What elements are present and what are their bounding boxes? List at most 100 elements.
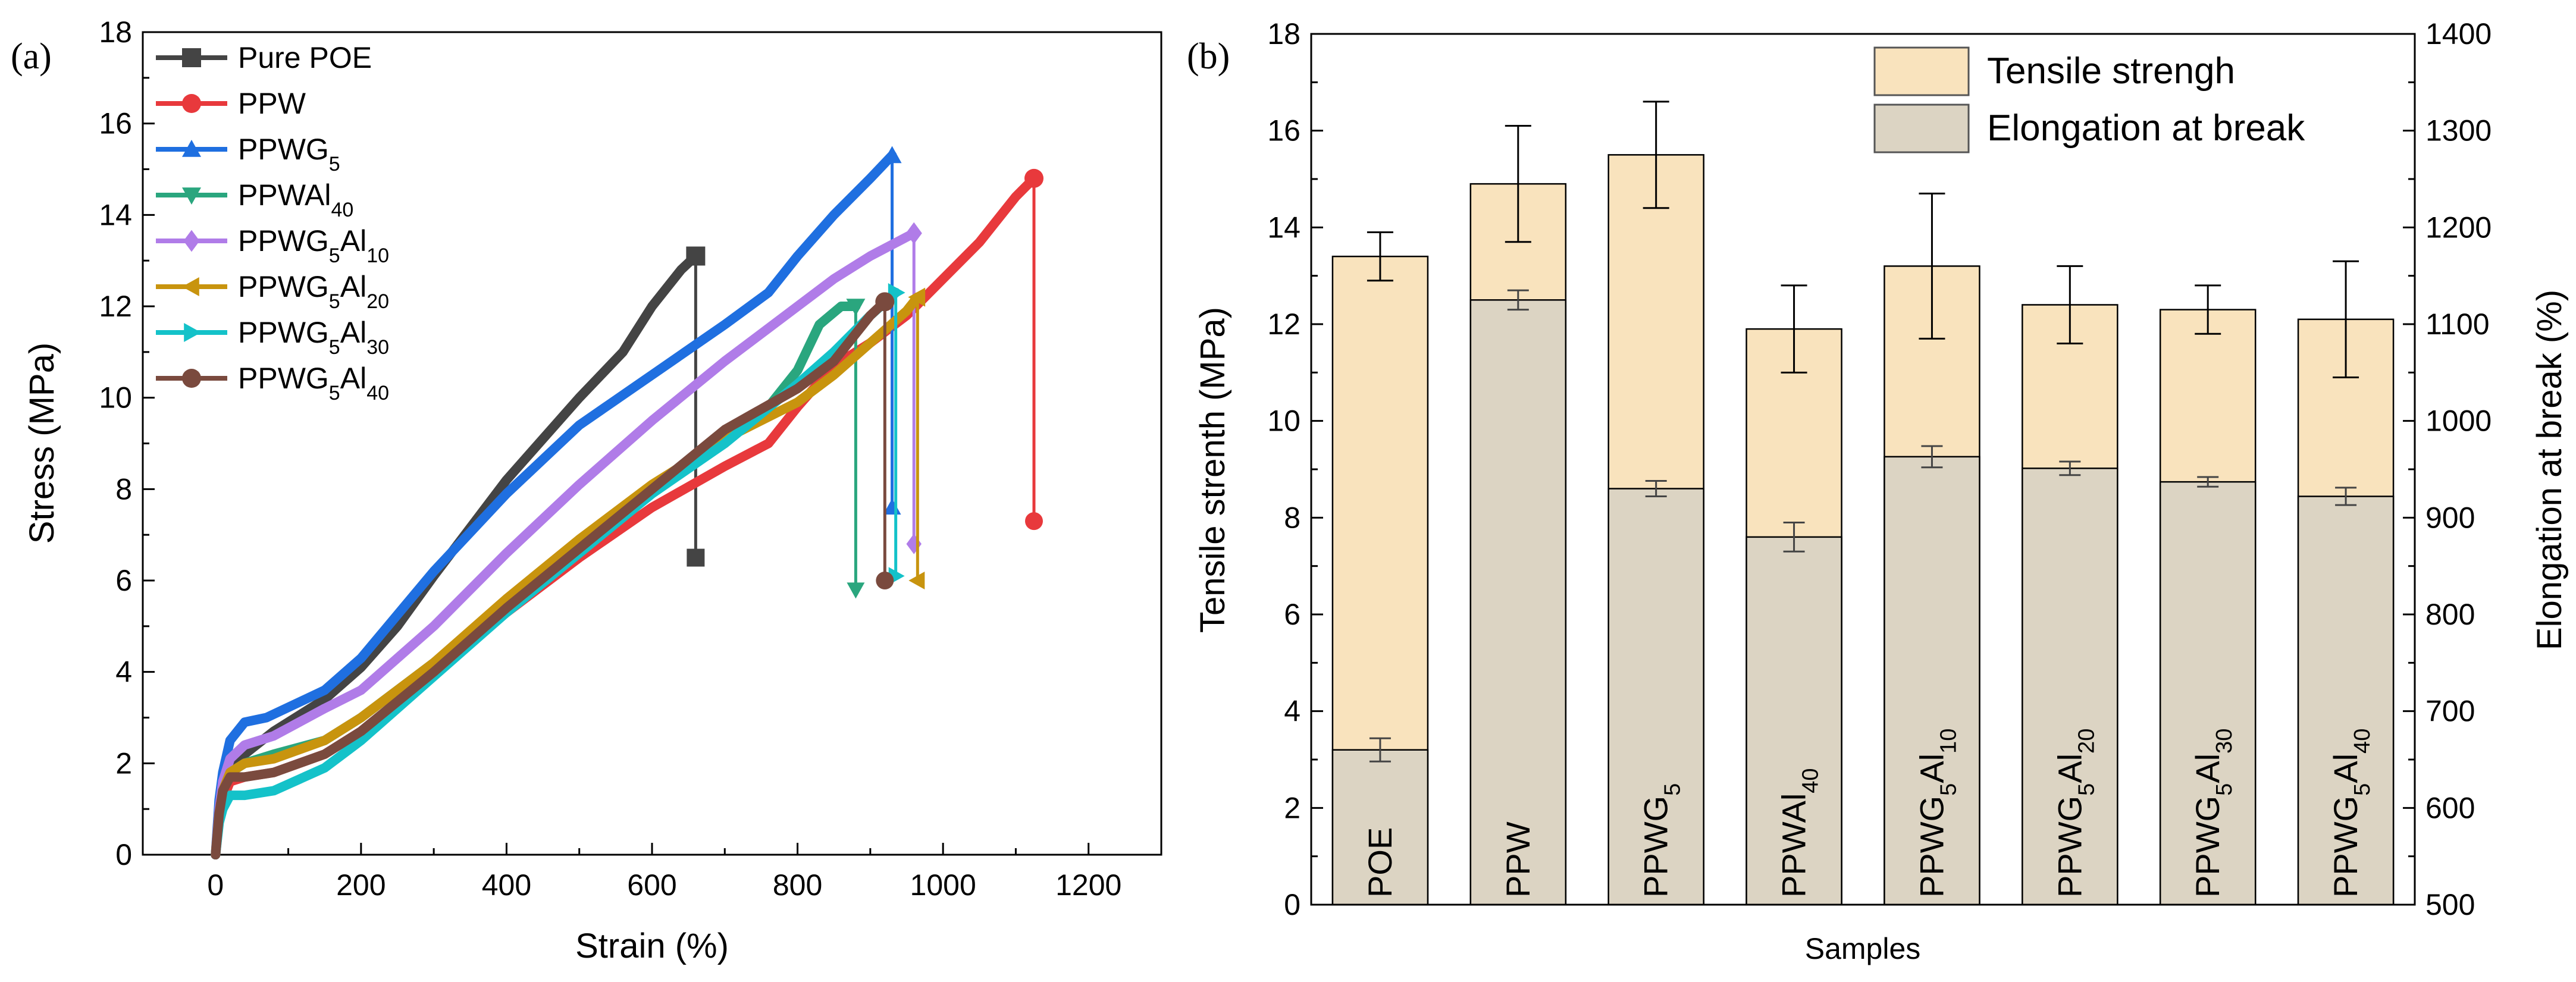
panel-b-bar-chart: (b) POE PPW PPWG5PPWAl40PPWG5Al10PPWG5Al20… (1187, 17, 2569, 965)
category-label-ppwg5al10-text: PPWG (1913, 796, 1950, 898)
legend-marker-pure-poe (182, 48, 201, 67)
legend-label-ppwal40: PPWAl40 (238, 178, 353, 221)
legend-label-ppwg5al40-subscript: 40 (366, 382, 389, 404)
series-end-marker-pure-poe (686, 246, 706, 266)
legend-label-ppwg5al10-subscript: 5 (329, 244, 340, 267)
legend-label-ppwg5al30-text: PPWG (238, 316, 329, 349)
series-line-ppwg5al10 (211, 228, 919, 859)
panel-a-y-axis-title: Stress (MPa) (23, 343, 61, 544)
category-label-ppw: PPW (1499, 821, 1537, 898)
legend-label-ppwal40-subscript: 40 (331, 199, 354, 221)
legend-marker-ppwg5 (182, 140, 201, 157)
elongation-bar-poe (1331, 749, 1429, 906)
category-label-ppwal40: PPWAl40 (1775, 768, 1823, 898)
category-label-ppwg5al30-text-al: Al (2189, 754, 2226, 783)
left-y-tick-label: 4 (1284, 695, 1300, 728)
right-y-tick-label: 1000 (2425, 404, 2492, 438)
category-label-ppwg5: PPWG5 (1637, 783, 1685, 898)
right-y-tick-label: 1200 (2425, 211, 2492, 244)
elongation-bar-ppw (1469, 299, 1567, 906)
legend-marker-ppwg5al40 (182, 369, 201, 388)
legend-label-ppwg5al10: PPWG5Al10 (238, 224, 389, 267)
left-y-tick-label: 8 (1284, 501, 1300, 534)
category-label-ppwg5al30-subscript: 5 (2212, 783, 2237, 796)
elongation-bar-ppwg5al10 (1884, 456, 1980, 906)
category-label-ppwg5al20-subscript: 20 (2074, 729, 2099, 754)
legend-label-ppwg5al20-subscript: 5 (329, 290, 340, 313)
panel-a-series (211, 146, 1043, 859)
x-tick-label: 600 (627, 868, 676, 902)
elongation-bar-ppwg5al30 (2159, 481, 2257, 906)
panel-b-legend: Tensile strengh Elongation at break (1873, 46, 2305, 153)
legend-label-ppwg5al30: PPWG5Al30 (238, 316, 389, 359)
category-label-ppwg5al10-text-al: Al (1913, 754, 1950, 783)
y-tick-label: 10 (99, 381, 132, 415)
series-end-marker-ppwg5al10 (905, 222, 922, 244)
category-label-ppwg5al30: PPWG5Al30 (2189, 729, 2237, 898)
legend-label-ppwg5al20-text-al: Al (340, 270, 366, 303)
legend-label-ppwg5al10-subscript: 10 (366, 244, 389, 267)
category-label-ppwg5al40-text: PPWG (2327, 796, 2364, 898)
left-y-tick-label: 2 (1284, 791, 1300, 824)
right-y-tick-label: 600 (2425, 791, 2475, 824)
category-label-ppwg5al20-text-al: Al (2051, 754, 2088, 783)
y-tick-label: 8 (115, 472, 132, 506)
x-tick-label: 0 (207, 868, 224, 902)
right-y-tick-label: 1100 (2425, 308, 2490, 341)
category-label-ppwal40-subscript: 40 (1798, 768, 1823, 793)
left-y-tick-label: 12 (1267, 308, 1300, 341)
y-tick-label: 16 (99, 107, 132, 140)
right-y-tick-label: 1300 (2425, 114, 2492, 148)
right-y-tick-label: 900 (2425, 501, 2475, 534)
category-label-poe-text: POE (1361, 827, 1399, 898)
legend-label-ppw: PPW (238, 87, 306, 120)
left-y-tick-label: 10 (1267, 404, 1300, 438)
series-end-marker-ppwal40 (846, 299, 866, 316)
category-label-ppw-text: PPW (1499, 821, 1537, 898)
x-tick-label: 1000 (910, 868, 976, 902)
panel-a-label: (a) (11, 36, 52, 77)
series-fracture-marker-ppwg5al10 (906, 534, 922, 554)
panel-b-right-y-axis-title: Elongation at break (%) (2530, 290, 2569, 650)
panel-b-bars: POE PPW PPWG5PPWAl40PPWG5Al10PPWG5Al20PPWG… (1331, 101, 2395, 906)
category-label-ppwal40-text: PPWAl (1775, 793, 1813, 898)
legend-label-ppwal40-text: PPWAl (238, 178, 331, 212)
left-y-tick-label: 14 (1267, 211, 1300, 244)
y-tick-label: 4 (115, 655, 132, 689)
legend-label-ppwg5al20: PPWG5Al20 (238, 270, 389, 313)
legend-marker-ppwal40 (182, 187, 201, 205)
legend-label-ppwg5al40-subscript: 5 (329, 382, 340, 404)
panel-a-stress-strain-chart: (a) 0 200 400 600 800 1000 1200 0 2 4 6 8 10 12 14 16 18… (11, 15, 1162, 965)
right-y-tick-label: 500 (2425, 888, 2475, 921)
legend-label-ppwg5: PPWG5 (238, 133, 340, 175)
category-label-ppwg5al40-subscript: 5 (2350, 783, 2375, 796)
x-tick-label: 200 (336, 868, 386, 902)
series-fracture-marker-ppwal40 (847, 582, 865, 599)
panel-b-left-y-axis-title: Tensile strenth (MPa) (1193, 307, 1232, 633)
legend-label-ppwg5al10-text-al: Al (340, 224, 366, 258)
legend-label-ppwg5al40-text: PPWG (238, 362, 329, 395)
panel-a-x-axis-title: Strain (%) (575, 927, 729, 965)
legend-label-ppwg5al30-text-al: Al (340, 316, 366, 349)
series-end-marker-ppw (1024, 168, 1043, 188)
left-y-tick-label: 6 (1284, 598, 1300, 631)
x-tick-label: 400 (482, 868, 531, 902)
legend-label-ppwg5al20-subscript: 20 (366, 290, 389, 313)
series-end-marker-ppwg5 (882, 146, 902, 164)
series-fracture-marker-ppwg5al20 (908, 572, 925, 589)
panel-a-axes: 0 200 400 600 800 1000 1200 0 2 4 6 8 10 12 14 16 18 (99, 15, 1162, 902)
legend-label-tensile-strengh: Tensile strengh (1987, 51, 2235, 92)
series-fracture-marker-pure-poe (687, 548, 705, 567)
left-y-tick-label: 0 (1284, 888, 1300, 921)
y-tick-label: 18 (99, 15, 132, 49)
category-label-ppwg5al20-text: PPWG (2051, 796, 2088, 898)
series-fracture-marker-ppw (1025, 512, 1043, 531)
category-label-ppwg5al30-text: PPWG (2189, 796, 2226, 898)
elongation-bar-ppwg5al20 (2022, 468, 2119, 906)
legend-label-ppwg5al30-subscript: 5 (329, 336, 340, 359)
legend-label-ppwg5-subscript: 5 (329, 153, 340, 175)
category-label-ppwg5al10-subscript: 10 (1936, 729, 1961, 754)
series-line-ppwg5al40 (211, 297, 890, 859)
right-y-tick-label: 1400 (2425, 17, 2492, 51)
